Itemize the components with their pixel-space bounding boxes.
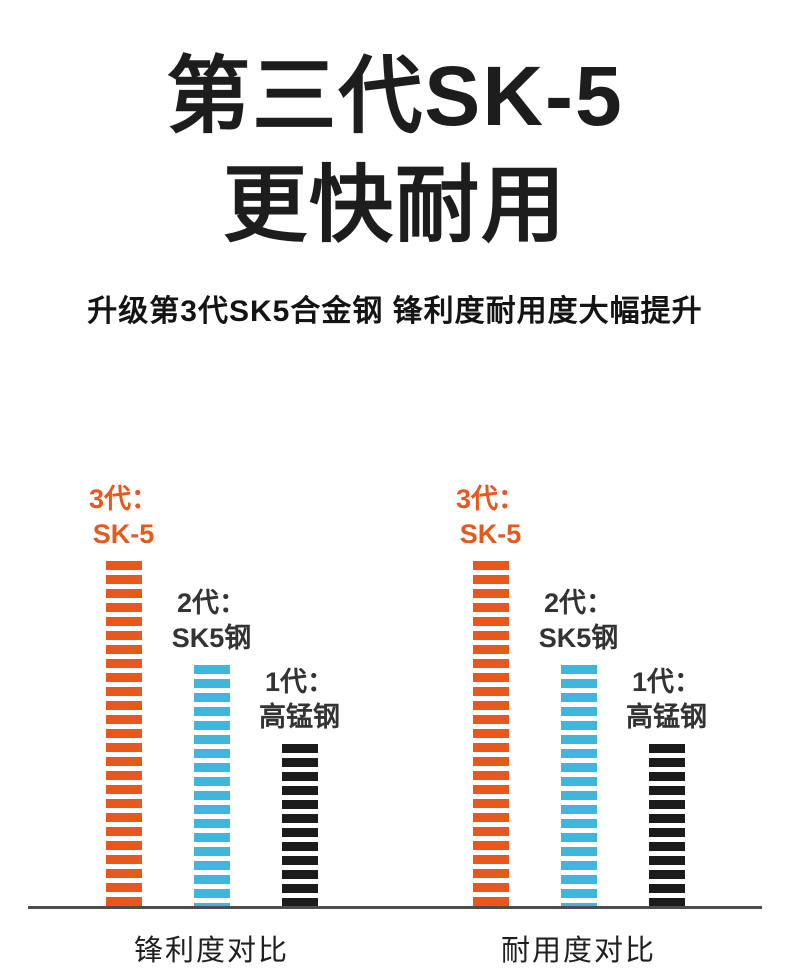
bar-label-line1: 1代： <box>631 667 702 698</box>
header: 第三代SK-5 更快耐用 升级第3代SK5合金钢 锋利度耐用度大幅提升 <box>0 0 790 330</box>
bar-label-line1: 2代： <box>543 588 614 619</box>
page-subtitle: 升级第3代SK5合金钢 锋利度耐用度大幅提升 <box>87 295 703 329</box>
bar-label-gen2: 2代： SK5钢 <box>539 586 619 655</box>
bar-label-line1: 2代： <box>176 588 247 619</box>
bar-label-gen1: 1代： 高锰钢 <box>259 665 340 734</box>
bar-label-line1: 3代： <box>88 484 159 515</box>
durability-caption: 耐用度对比 <box>500 935 656 968</box>
bar-label-line2: SK5钢 <box>538 622 619 653</box>
page-title-line1: 第三代SK-5 <box>166 49 624 143</box>
sharpness-caption: 锋利度对比 <box>133 935 289 968</box>
bar-column <box>472 561 509 907</box>
durability-chart: 3代： SK-5 2代： SK5钢 1代： 高锰钢 <box>395 350 762 907</box>
bar-label-gen2: 2代： SK5钢 <box>172 586 252 655</box>
bar-label-line1: 3代： <box>455 484 526 515</box>
bar-column <box>193 665 230 907</box>
bar-label-line2: 高锰钢 <box>259 701 340 732</box>
bar-gen2: 2代： SK5钢 <box>168 586 256 907</box>
bar-label-line2: SK5钢 <box>171 622 252 653</box>
bar-gen1: 1代： 高锰钢 <box>256 665 344 907</box>
bar-gen1: 1代： 高锰钢 <box>623 665 711 907</box>
page-title-line2: 更快耐用 <box>222 158 567 253</box>
bar-label-line2: SK-5 <box>459 518 522 549</box>
sharpness-chart: 3代： SK-5 2代： SK5钢 1代： 高锰钢 <box>28 350 395 907</box>
bar-label-gen3: 3代： SK-5 <box>456 482 525 551</box>
bar-charts-row: 3代： SK-5 2代： SK5钢 1代： 高锰钢 <box>28 350 762 910</box>
bar-label-line1: 1代： <box>264 667 335 698</box>
bar-gen3: 3代： SK-5 <box>447 482 535 907</box>
bar-column <box>281 744 318 907</box>
bar-label-line2: SK-5 <box>92 518 155 549</box>
bar-column <box>560 665 597 907</box>
bar-label-gen3: 3代： SK-5 <box>89 482 158 551</box>
bar-label-gen1: 1代： 高锰钢 <box>626 665 707 734</box>
charts-area: 3代： SK-5 2代： SK5钢 1代： 高锰钢 <box>28 350 762 969</box>
chart-captions: 锋利度对比 耐用度对比 <box>28 909 762 969</box>
bar-gen3: 3代： SK-5 <box>80 482 168 907</box>
bar-column <box>105 561 142 907</box>
bar-label-line2: 高锰钢 <box>626 701 707 732</box>
bar-gen2: 2代： SK5钢 <box>535 586 623 907</box>
bar-column <box>648 744 685 907</box>
